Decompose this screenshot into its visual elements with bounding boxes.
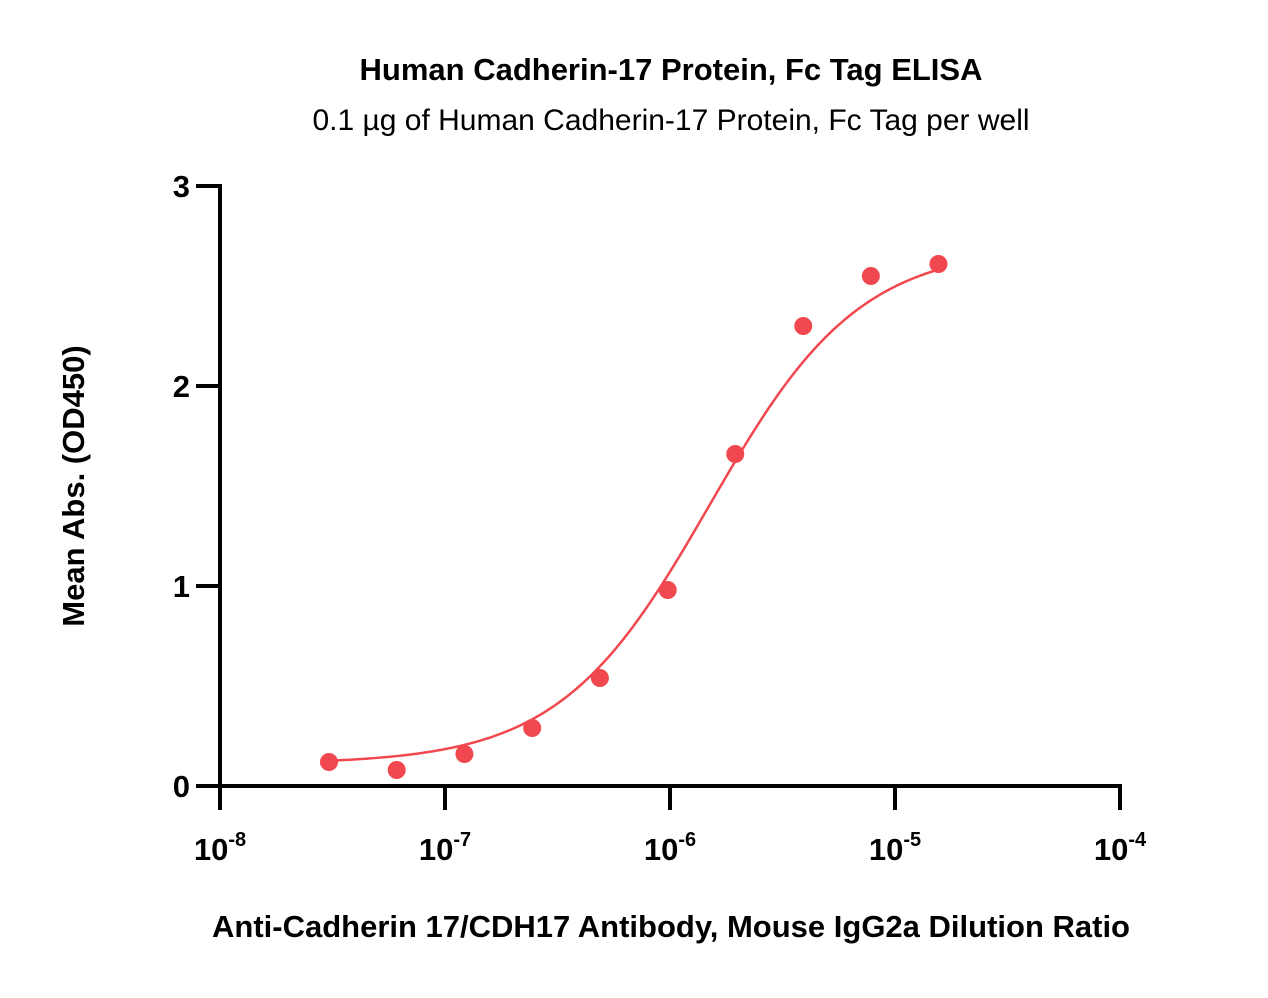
fit-curve	[328, 268, 939, 762]
fit-curve-layer	[328, 268, 939, 762]
x-tick-label: 10-4	[1094, 829, 1147, 867]
x-tick-exponent: -4	[1128, 829, 1147, 851]
x-tick-base: 10	[419, 832, 453, 867]
data-point	[658, 581, 677, 599]
y-tick-label: 1	[173, 569, 190, 604]
data-point	[861, 267, 880, 285]
x-tick-label: 10-7	[419, 829, 471, 867]
y-axis-label: Mean Abs. (OD450)	[56, 345, 91, 626]
x-tick-exponent: -7	[453, 829, 471, 851]
data-point	[523, 719, 542, 737]
data-point	[455, 745, 474, 763]
data-point	[929, 255, 948, 273]
y-tick-label: 2	[173, 369, 190, 404]
x-tick-label: 10-5	[869, 829, 921, 867]
x-tick-base: 10	[194, 832, 228, 867]
y-tick-label: 0	[173, 769, 190, 804]
x-tick-base: 10	[1094, 832, 1128, 867]
x-axis-label: Anti-Cadherin 17/CDH17 Antibody, Mouse I…	[212, 909, 1130, 944]
x-tick-label: 10-6	[644, 829, 696, 867]
data-point	[387, 761, 406, 779]
data-point	[726, 445, 745, 463]
x-tick-label: 10-8	[194, 829, 246, 867]
y-tick-label: 3	[173, 169, 190, 204]
data-point	[319, 753, 338, 771]
x-tick-base: 10	[869, 832, 903, 867]
x-tick-exponent: -8	[228, 829, 246, 851]
chart-title: Human Cadherin-17 Protein, Fc Tag ELISA	[360, 52, 983, 87]
data-point	[794, 317, 813, 335]
chart-subtitle: 0.1 µg of Human Cadherin-17 Protein, Fc …	[312, 104, 1029, 137]
data-points	[319, 255, 948, 779]
x-tick-exponent: -5	[903, 829, 921, 851]
x-tick-exponent: -6	[678, 829, 696, 851]
x-tick-base: 10	[644, 832, 678, 867]
data-point	[590, 669, 609, 687]
